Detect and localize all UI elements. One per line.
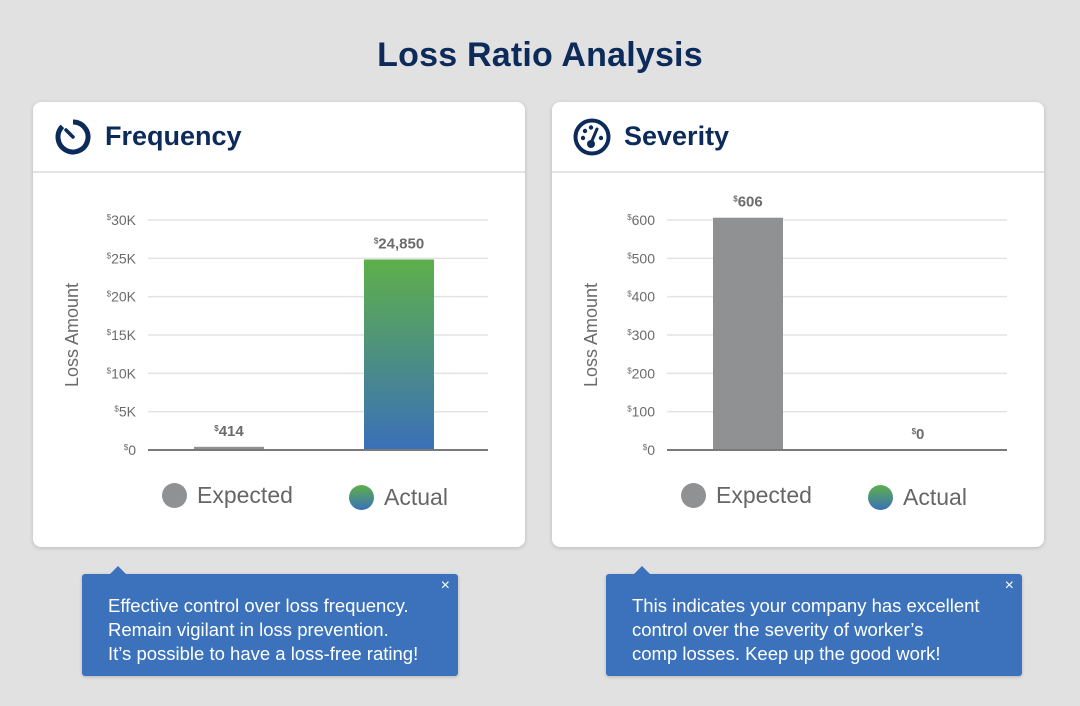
card-title: Severity [624,121,730,151]
legend-item-expected: Expected [162,482,293,509]
y-tick-label: $0 [643,442,655,458]
y-axis-title: Loss Amount [62,283,82,387]
frequency-card: Frequency Loss Amount $0 $5K $10K $15K $20K $2… [33,102,525,547]
y-tick-label: $20K [107,289,137,305]
tip-line: control over the severity of worker’s [632,619,924,640]
tip-line: Remain vigilant in loss prevention. [108,619,389,640]
card-header: Frequency [33,102,525,173]
legend-label: Actual [903,484,967,510]
y-tick-label: $100 [627,404,655,420]
severity-card: Severity Loss Amount $0 $100 $200 $300 $400 $5… [552,102,1044,547]
y-tick-label: $30K [107,212,137,228]
legend-swatch-actual [868,485,893,510]
card-title: Frequency [105,121,242,151]
legend-swatch-expected [681,483,706,508]
y-tick-label: $10K [107,365,137,381]
y-tick-label: $0 [124,442,136,458]
close-icon[interactable]: × [440,577,450,594]
legend-swatch-actual [349,485,374,510]
page-title: Loss Ratio Analysis [377,36,703,74]
speedometer-icon [573,118,611,155]
data-label: $24,850 [374,235,424,252]
frequency-tip: × Effective control over loss frequency.… [82,566,458,676]
y-tick-label: $15K [107,327,137,343]
y-tick-label: $600 [627,212,655,228]
bar-actual [364,259,434,450]
tip-text: This indicates your company has excellen… [632,594,980,666]
legend-item-expected: Expected [681,482,812,509]
legend-item-actual: Actual [349,484,448,511]
tip-line: comp losses. Keep up the good work! [632,643,941,664]
y-axis-title: Loss Amount [581,283,601,387]
y-tick-label: $500 [627,250,655,266]
bar-expected [713,217,783,450]
y-tick-label: $200 [627,365,655,381]
legend-swatch-expected [162,483,187,508]
bar-expected [194,446,264,450]
tip-line: This indicates your company has excellen… [632,595,980,616]
y-tick-label: $400 [627,289,655,305]
severity-tip: × This indicates your company has excell… [606,566,1022,676]
severity-chart: Loss Amount $0 $100 $200 $300 $400 $500 $600 $60… [581,194,1007,458]
data-label: $414 [214,423,244,440]
card-header: Severity [552,102,1044,173]
y-tick-label: $300 [627,327,655,343]
legend-item-actual: Actual [868,484,967,511]
frequency-chart: Loss Amount $0 $5K $10K $15K $20K $25K $30K $414… [62,212,488,458]
legend-label: Expected [197,482,293,508]
y-tick-label: $25K [107,250,137,266]
tip-line: Effective control over loss frequency. [108,595,409,616]
legend-label: Actual [384,484,448,510]
tip-line: It’s possible to have a loss-free rating… [108,643,419,664]
timer-icon [55,119,91,154]
chart-legend: Expected Actual [552,482,1044,514]
y-tick-label: $5K [114,404,136,420]
legend-label: Expected [716,482,812,508]
chart-legend: Expected Actual [33,482,525,514]
close-icon[interactable]: × [1004,577,1014,594]
data-label: $0 [912,426,925,443]
tip-text: Effective control over loss frequency. R… [108,594,418,666]
data-label: $606 [733,194,762,211]
